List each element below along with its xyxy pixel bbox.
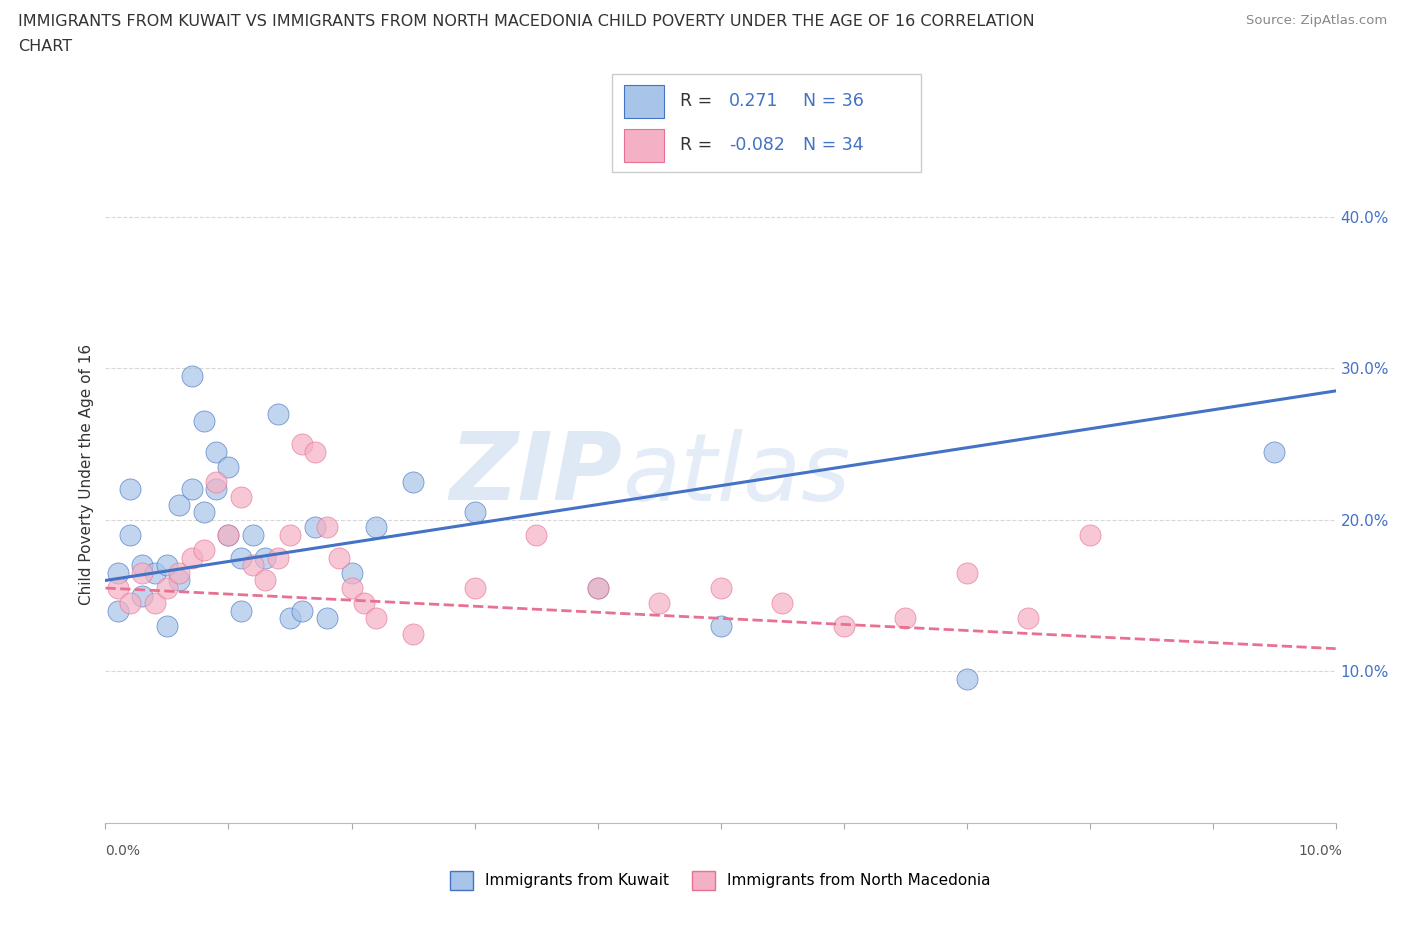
Point (586, 580, 609, 595)
Point (340, 580, 363, 595)
Point (304, 520, 326, 535)
Text: 0.0%: 0.0% (105, 844, 141, 858)
Point (956, 565, 979, 580)
Point (120, 596, 141, 611)
Text: atlas: atlas (621, 429, 851, 520)
Point (205, 482, 228, 497)
Point (229, 551, 252, 565)
Bar (624, 129, 664, 163)
Point (218, 527, 240, 542)
Point (156, 558, 179, 573)
Text: R =: R = (679, 92, 711, 110)
Point (143, 565, 166, 580)
Point (107, 565, 129, 580)
Point (107, 604, 129, 618)
Point (464, 580, 486, 595)
Text: R =: R = (679, 136, 711, 153)
Legend: Immigrants from Kuwait, Immigrants from North Macedonia: Immigrants from Kuwait, Immigrants from … (444, 865, 997, 896)
Point (180, 551, 202, 565)
Point (366, 611, 388, 626)
Y-axis label: Child Poverty Under the Age of 16: Child Poverty Under the Age of 16 (79, 344, 94, 604)
Bar (624, 86, 664, 118)
Point (402, 474, 425, 489)
Point (267, 551, 290, 565)
Point (120, 482, 141, 497)
Point (956, 671, 979, 686)
Point (242, 527, 264, 542)
Point (464, 505, 486, 520)
Point (402, 626, 425, 641)
Point (205, 445, 228, 459)
Text: ZIP: ZIP (450, 429, 621, 520)
Point (254, 573, 277, 588)
Text: Source: ZipAtlas.com: Source: ZipAtlas.com (1247, 14, 1388, 27)
Point (180, 368, 202, 383)
Point (180, 482, 202, 497)
Point (229, 604, 252, 618)
Point (156, 580, 179, 595)
Point (156, 618, 179, 633)
Point (120, 527, 141, 542)
Point (291, 604, 314, 618)
Point (267, 406, 290, 421)
Point (1017, 611, 1039, 626)
Point (304, 445, 326, 459)
Text: N = 34: N = 34 (803, 136, 865, 153)
Text: 10.0%: 10.0% (1299, 844, 1343, 858)
Point (315, 611, 337, 626)
Point (340, 565, 363, 580)
Point (193, 414, 215, 429)
Point (242, 558, 264, 573)
Point (278, 611, 301, 626)
Text: CHART: CHART (18, 39, 72, 54)
Point (353, 596, 375, 611)
Point (131, 588, 153, 603)
Point (1078, 527, 1101, 542)
Point (1263, 445, 1285, 459)
Point (218, 527, 240, 542)
Point (169, 498, 191, 512)
Point (193, 543, 215, 558)
Point (524, 527, 547, 542)
Point (586, 580, 609, 595)
Point (218, 459, 240, 474)
Point (107, 580, 129, 595)
Text: N = 36: N = 36 (803, 92, 865, 110)
Point (169, 573, 191, 588)
Point (143, 596, 166, 611)
Text: IMMIGRANTS FROM KUWAIT VS IMMIGRANTS FROM NORTH MACEDONIA CHILD POVERTY UNDER TH: IMMIGRANTS FROM KUWAIT VS IMMIGRANTS FRO… (18, 14, 1035, 29)
Point (832, 618, 855, 633)
Point (894, 611, 917, 626)
Point (710, 618, 733, 633)
Point (291, 436, 314, 451)
Point (205, 474, 228, 489)
Point (131, 565, 153, 580)
Point (193, 505, 215, 520)
Point (229, 489, 252, 504)
Point (169, 565, 191, 580)
Text: 0.271: 0.271 (730, 92, 779, 110)
Point (366, 520, 388, 535)
Point (254, 551, 277, 565)
Point (710, 580, 733, 595)
Point (770, 596, 793, 611)
Point (278, 527, 301, 542)
Point (315, 520, 337, 535)
Text: -0.082: -0.082 (730, 136, 785, 153)
Point (131, 558, 153, 573)
Point (648, 596, 671, 611)
Point (328, 551, 350, 565)
